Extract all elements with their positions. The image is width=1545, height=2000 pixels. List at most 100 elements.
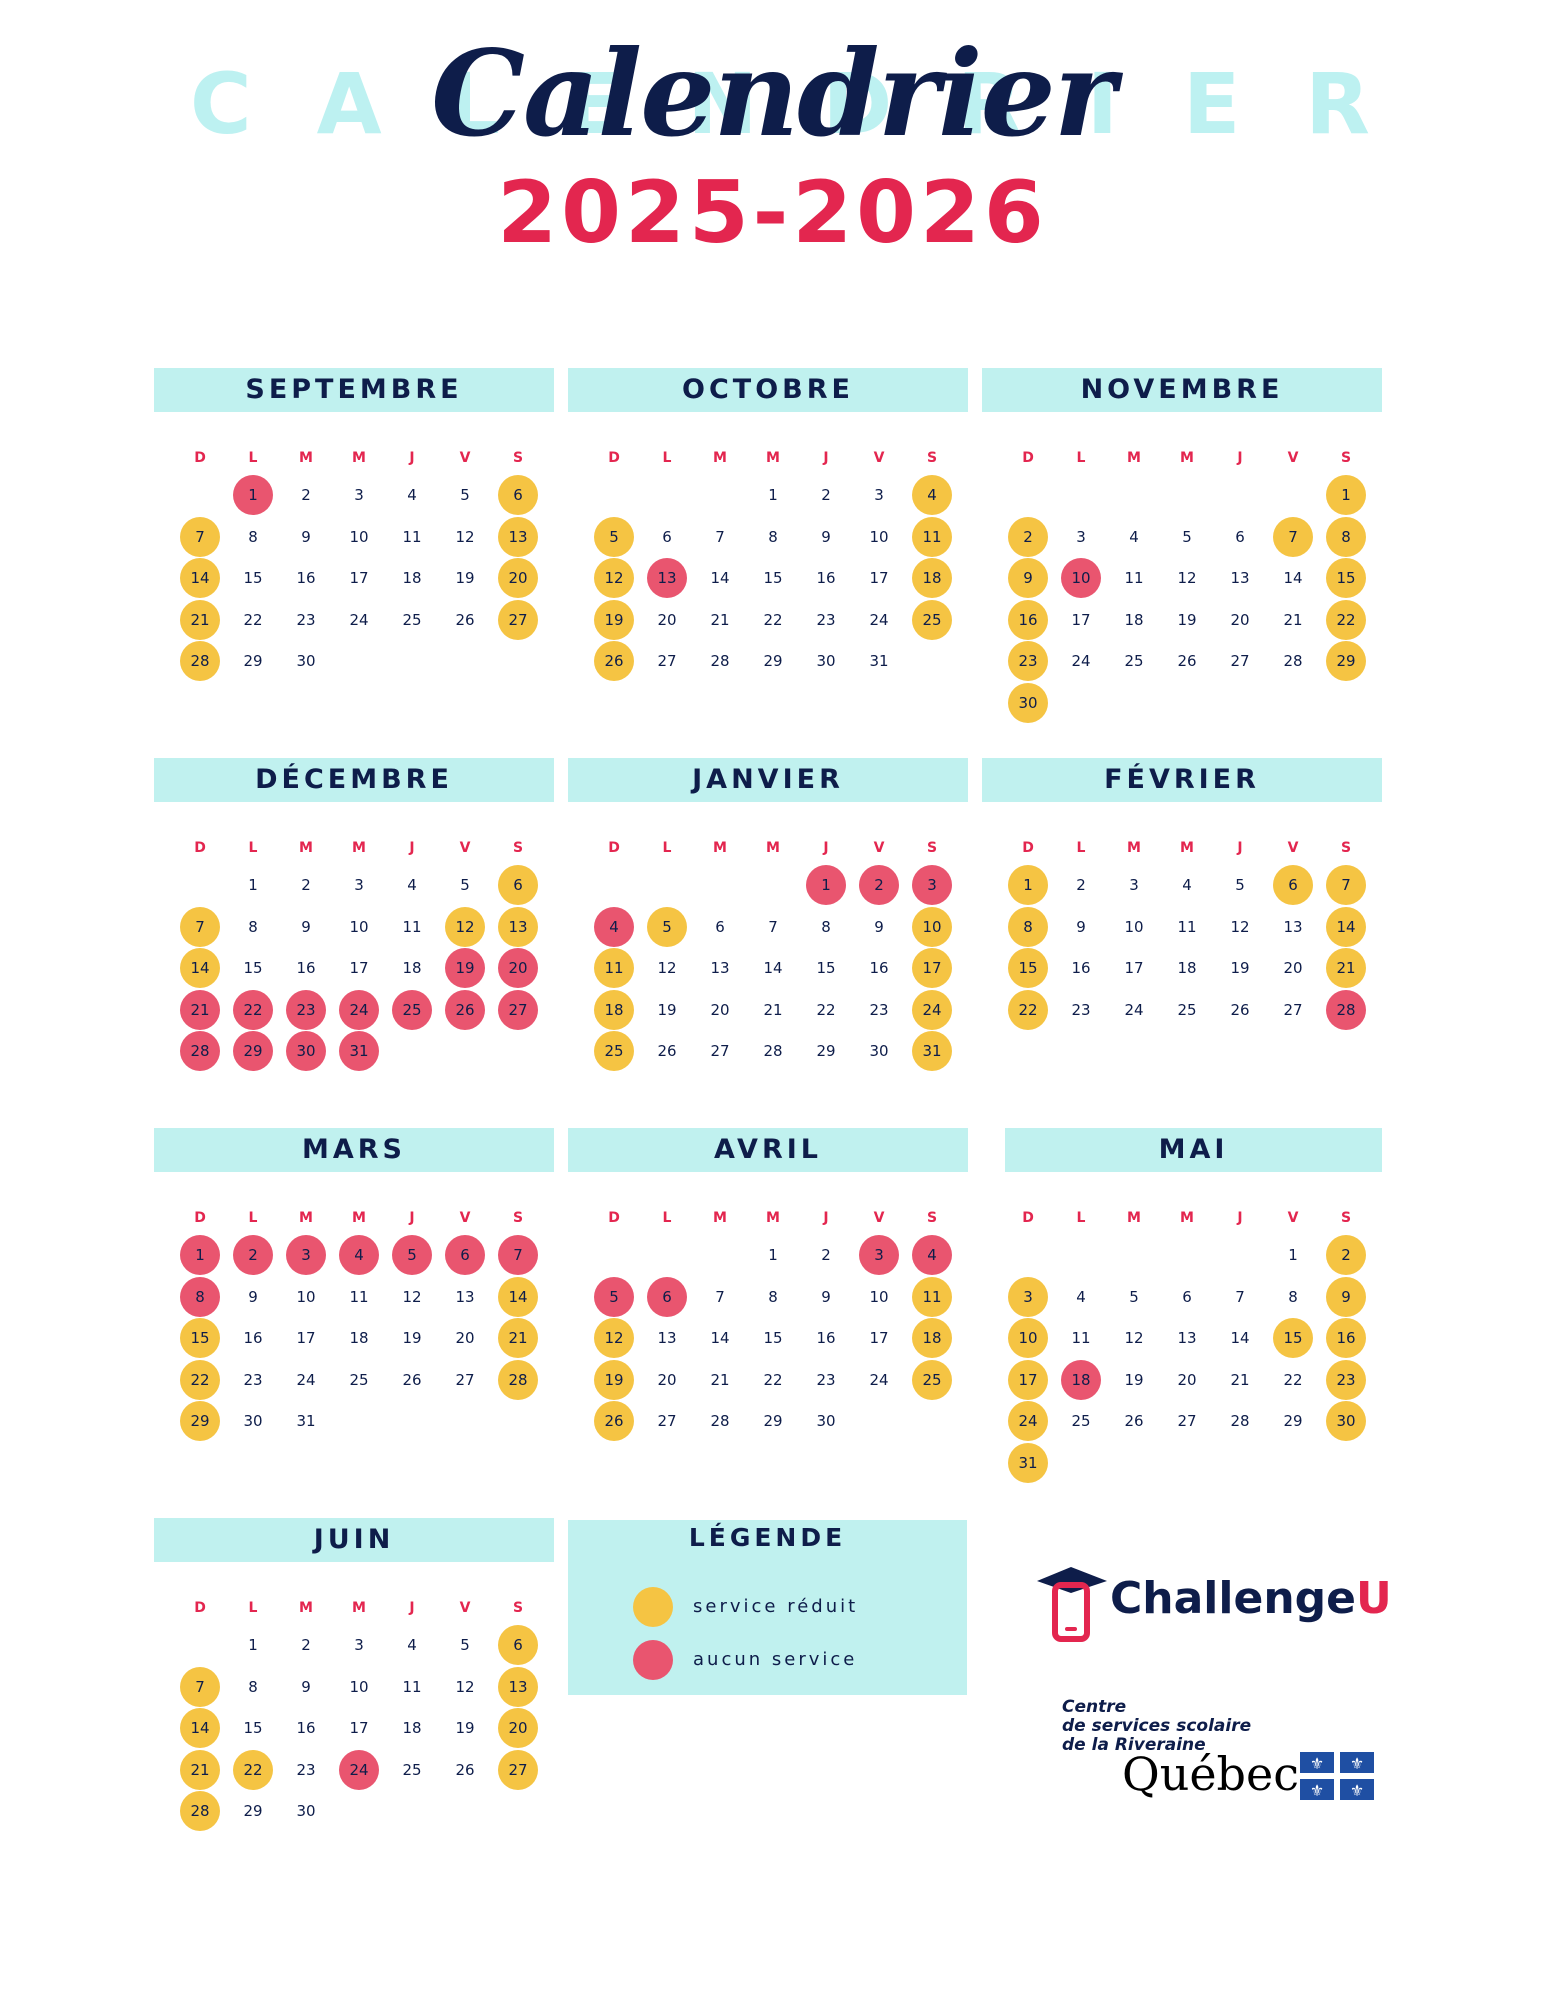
day-cell: 31 [912, 1031, 952, 1071]
day-cell: 11 [1071, 1329, 1091, 1347]
weekday-label: M [1180, 1210, 1194, 1226]
day-cell: 23 [296, 610, 316, 629]
weekday-label: M [1127, 840, 1141, 856]
day-cell: 7 [1273, 516, 1313, 557]
challengeu-accent-text: U [1355, 1573, 1392, 1624]
day-cell: 15 [243, 959, 263, 977]
background-letter: R [1305, 55, 1370, 153]
weekday-label: S [926, 840, 938, 856]
day-cell: 21 [1326, 948, 1366, 988]
day-cell: 5 [460, 876, 470, 894]
day-cell: 8 [1326, 516, 1366, 557]
day-cell: 9 [301, 917, 311, 936]
day-cell: 14 [710, 569, 730, 587]
weekday-label: V [459, 840, 471, 856]
weekday-label: V [459, 1600, 471, 1616]
day-cell: 12 [657, 959, 677, 977]
month-title: AVRIL [568, 1128, 968, 1172]
weekday-label: S [512, 1210, 524, 1226]
day-cell: 4 [407, 1636, 417, 1654]
day-cell: 6 [662, 527, 672, 546]
day-cell: 17 [349, 569, 369, 587]
day-cell: 10 [349, 527, 369, 546]
day-cell: 15 [243, 569, 263, 587]
day-cell: 30 [296, 1802, 316, 1820]
weekday-label: V [459, 1210, 471, 1226]
day-cell: 17 [869, 569, 889, 587]
weekday-label: J [823, 450, 829, 466]
day-cell: 3 [354, 876, 364, 894]
day-cell: 25 [402, 1760, 422, 1779]
day-cell: 1 [180, 1235, 220, 1275]
weekday-label: S [926, 450, 938, 466]
day-cell: 23 [1008, 641, 1048, 681]
day-cell: 20 [498, 948, 538, 988]
day-cell: 14 [180, 558, 220, 598]
challengeu-main-text: Challenge [1110, 1573, 1356, 1624]
day-cell: 21 [763, 1000, 783, 1019]
day-cell: 25 [1177, 1000, 1197, 1019]
weekday-label: M [713, 1210, 727, 1226]
weekday-label: J [1237, 450, 1243, 466]
day-cell: 8 [821, 917, 831, 936]
weekday-label: M [1127, 450, 1141, 466]
day-cell: 3 [286, 1235, 326, 1275]
day-cell: 2 [301, 876, 311, 894]
day-cell: 9 [1326, 1276, 1366, 1317]
weekday-label: V [1287, 1210, 1299, 1226]
day-cell: 23 [243, 1370, 263, 1389]
day-cell: 12 [1177, 569, 1197, 587]
day-cell: 18 [402, 569, 422, 587]
day-cell: 10 [1061, 558, 1101, 598]
day-cell: 20 [498, 558, 538, 598]
day-cell: 6 [445, 1235, 485, 1275]
day-cell: 9 [1008, 558, 1048, 598]
day-cell: 27 [498, 1749, 538, 1790]
day-cell: 31 [869, 652, 889, 670]
day-cell: 1 [1326, 475, 1366, 515]
day-cell: 28 [498, 1359, 538, 1400]
day-cell: 17 [869, 1329, 889, 1347]
day-cell: 19 [594, 599, 634, 640]
day-cell: 29 [816, 1042, 836, 1060]
day-cell: 30 [1326, 1401, 1366, 1441]
day-cell: 23 [816, 1370, 836, 1389]
weekday-label: L [662, 450, 672, 466]
day-cell: 30 [296, 652, 316, 670]
month-7: MARS D L M M J V S 1 2 3 4 5 6 7 8 9 10 11 12 13 14 15 16 17 18 19… [154, 1128, 554, 1548]
day-cell: 27 [498, 989, 538, 1030]
day-cell: 6 [1182, 1287, 1192, 1306]
background-letter: R [957, 55, 1022, 153]
day-cell: 2 [821, 486, 831, 504]
month-title: DÉCEMBRE [154, 758, 554, 802]
day-cell: 6 [647, 1276, 687, 1317]
day-cell: 11 [402, 917, 422, 936]
day-cell: 22 [763, 1370, 783, 1389]
month-title: NOVEMBRE [982, 368, 1382, 412]
day-cell: 23 [286, 989, 326, 1030]
day-cell: 17 [1008, 1359, 1048, 1400]
month-8: AVRIL D L M M J V S 1 2 3 4 5 6 7 8 9 10 11 12 13 14 15 16 17 18 1… [568, 1128, 968, 1548]
legend-aucun-label: aucun service [693, 1649, 858, 1670]
day-cell: 16 [816, 1329, 836, 1347]
day-cell: 1 [233, 475, 273, 515]
day-cell: 25 [594, 1031, 634, 1071]
day-cell: 17 [1071, 610, 1091, 629]
weekday-label: D [194, 840, 206, 856]
weekday-label: S [512, 450, 524, 466]
day-cell: 13 [1177, 1329, 1197, 1347]
day-cell: 4 [407, 876, 417, 894]
svg-text:⚜: ⚜ [1310, 1781, 1324, 1800]
day-cell: 19 [1230, 959, 1250, 977]
day-cell: 4 [1129, 527, 1139, 546]
day-cell: 5 [594, 1276, 634, 1317]
day-cell: 30 [816, 652, 836, 670]
day-cell: 24 [1008, 1401, 1048, 1441]
day-cell: 16 [816, 569, 836, 587]
day-cell: 1 [248, 876, 258, 894]
day-cell: 12 [1230, 917, 1250, 936]
year-title: 2025-2026 [497, 163, 1048, 263]
day-cell: 18 [349, 1329, 369, 1347]
svg-text:⚜: ⚜ [1350, 1781, 1364, 1800]
day-cell: 12 [594, 1318, 634, 1358]
